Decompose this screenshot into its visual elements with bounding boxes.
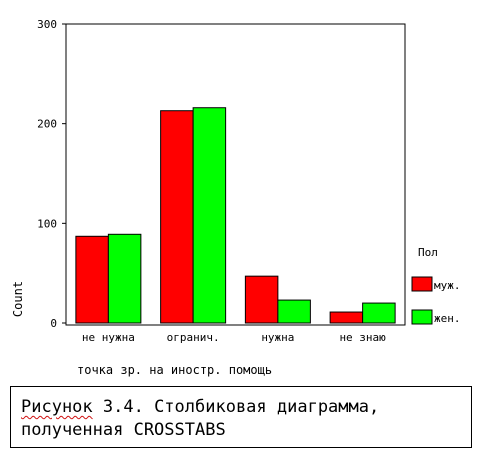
caption-line-2: полученная CROSSTABS — [21, 420, 226, 440]
y-tick-label: 100 — [37, 217, 57, 230]
y-tick-label: 200 — [37, 118, 57, 131]
x-tick-label: не нужна — [82, 331, 135, 344]
x-tick-label: не знаю — [339, 331, 386, 344]
bar — [277, 299, 311, 324]
bar — [362, 302, 396, 324]
legend-label: жен. — [434, 312, 461, 325]
caption-word-figure: Рисунок — [21, 397, 93, 417]
legend-swatch — [411, 276, 433, 292]
x-tick-label: огранич. — [167, 331, 220, 344]
bar — [329, 311, 364, 324]
figure-caption: Рисунок 3.4. Столбиковая диаграмма, полу… — [10, 386, 472, 448]
bar — [75, 235, 109, 324]
bar — [192, 107, 227, 324]
bar — [160, 110, 194, 324]
y-tick-label: 300 — [37, 18, 57, 31]
bar — [107, 233, 142, 324]
x-tick-label: нужна — [261, 331, 294, 344]
y-tick-label: 0 — [50, 317, 57, 330]
caption-line-1-rest: 3.4. Столбиковая диаграмма, — [92, 397, 380, 417]
plot-area — [65, 23, 406, 326]
legend-swatch — [411, 309, 433, 325]
legend-title: Пол — [418, 246, 438, 259]
y-axis-title: Count — [11, 281, 25, 317]
caption-line-1: Рисунок 3.4. Столбиковая диаграмма, — [21, 396, 461, 419]
x-axis-title: точка зр. на иностр. помощь — [77, 363, 272, 377]
legend-label: муж. — [434, 279, 461, 292]
bar — [244, 275, 279, 324]
